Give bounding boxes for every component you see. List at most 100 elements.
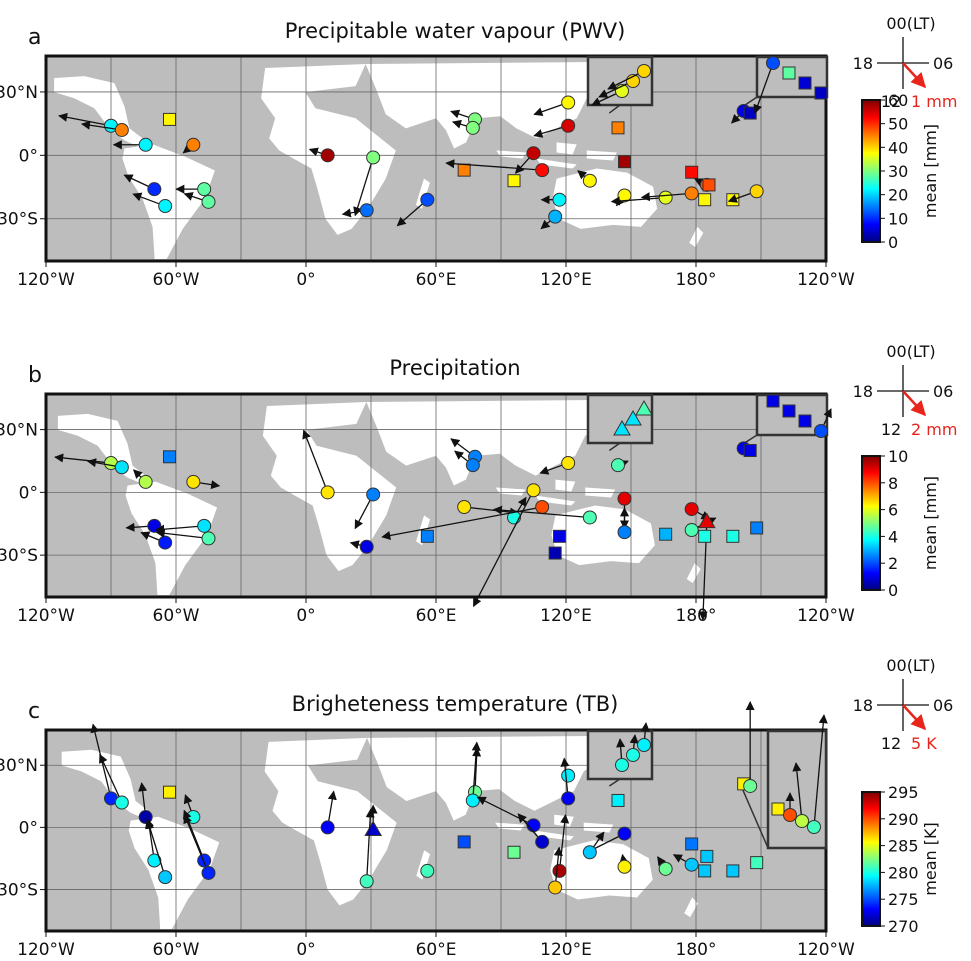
station-circle — [465, 458, 480, 473]
vector-arrow — [472, 747, 482, 793]
colorbar — [861, 455, 881, 591]
x-tick-label: 120°W — [17, 606, 75, 626]
station-square — [553, 529, 566, 543]
vector-arrow — [492, 505, 590, 519]
panel-c: 120°W 60°W 0° 60°E 120°E 180° 120°W 30°N 0° 30°S c… — [0, 656, 953, 960]
station-circle — [186, 137, 201, 152]
station-circle — [535, 834, 550, 849]
station-square — [548, 546, 562, 560]
legend-top-label: 00(LT) — [886, 342, 935, 361]
station-square — [420, 529, 434, 543]
inset-station-square — [782, 66, 796, 80]
y-tick-label: 0° — [19, 483, 38, 503]
inset-station-square — [798, 414, 812, 428]
colorbar-label: mean [mm] — [921, 124, 940, 218]
legend-scale-arrow — [902, 62, 927, 89]
inset-connector — [608, 442, 621, 452]
station-circle — [114, 795, 129, 810]
station-circle — [359, 203, 374, 218]
station-circle — [561, 791, 576, 806]
colorbar-tick-label: 295 — [888, 783, 919, 802]
station-square — [507, 845, 521, 859]
station-circle — [114, 460, 129, 475]
vector-arrow — [99, 753, 123, 803]
station-circle — [526, 818, 541, 833]
inset-station-triangle — [635, 399, 653, 416]
inset-station-circle — [637, 64, 651, 78]
y-tick-label: 0° — [19, 818, 38, 838]
station-circle — [197, 182, 212, 197]
colorbar-tick-label: 0 — [888, 581, 898, 600]
colorbar-label: mean [mm] — [921, 476, 940, 570]
station-circle — [561, 95, 576, 110]
station-circle — [658, 861, 673, 876]
station-circle — [420, 192, 435, 207]
station-circle — [582, 173, 597, 188]
vector-arrow — [381, 506, 543, 540]
panel-title: Precipitable water vapour (PWV) — [285, 19, 626, 43]
legend-right-label: 06 — [933, 696, 953, 715]
station-square — [743, 444, 757, 458]
station-square — [726, 529, 740, 543]
colorbar-tick-label: 4 — [888, 527, 898, 546]
y-tick-label: 0° — [19, 146, 38, 166]
vector-arrow — [610, 196, 666, 206]
legend-bottom-label: 12 — [881, 92, 901, 111]
station-square — [618, 155, 631, 169]
colorbar-tick-label: 290 — [888, 810, 919, 829]
station-circle — [535, 500, 550, 515]
station-circle — [617, 525, 632, 540]
x-tick-label: 180° — [676, 606, 717, 626]
station-circle — [582, 510, 597, 525]
colorbar-tick-label: 275 — [888, 890, 919, 909]
colorbar-tick-label: 0 — [888, 233, 898, 252]
station-circle — [147, 182, 162, 197]
inset-station-circle — [615, 758, 629, 772]
station-circle — [743, 778, 758, 793]
inset-box-left — [586, 393, 654, 445]
station-circle — [684, 523, 699, 538]
y-tick-label: 30°N — [0, 83, 38, 103]
y-tick-label: 30°S — [0, 881, 38, 901]
x-tick-label: 60°W — [153, 270, 200, 290]
vector-arrow — [471, 741, 481, 801]
colorbar-tick-label: 20 — [888, 186, 908, 205]
station-circle — [465, 793, 480, 808]
legend-scale-label: 5 K — [911, 734, 937, 753]
station-circle — [420, 863, 435, 878]
station-square — [726, 864, 740, 878]
local-time-legend: 00(LT) 18 06 12 1 mm — [853, 14, 958, 111]
inset-connector — [608, 778, 621, 787]
station-triangle — [697, 512, 716, 529]
vector-arrow — [145, 818, 166, 878]
colorbar-tick-label: 6 — [888, 501, 898, 520]
legend-bottom-label: 12 — [881, 420, 901, 439]
colorbar-tick-label: 30 — [888, 162, 908, 181]
station-square — [685, 837, 699, 851]
station-circle — [114, 122, 129, 137]
legend-right-label: 06 — [933, 382, 953, 401]
station-circle — [320, 485, 335, 500]
station-circle — [582, 845, 597, 860]
vector-arrow — [183, 814, 210, 874]
panel-b: 120°W 60°W 0° 60°E 120°E 180° 120°W 30°N 0° 30°S b… — [0, 342, 957, 626]
inset-station-circle — [807, 820, 821, 834]
station-square — [698, 193, 712, 207]
x-tick-label: 120°E — [540, 940, 592, 960]
station-circle — [138, 137, 153, 152]
station-circle — [684, 502, 699, 517]
colorbar-tick-label: 40 — [888, 138, 908, 157]
station-square — [163, 785, 176, 799]
legend-left-label: 18 — [853, 696, 873, 715]
inset-station-circle — [766, 56, 780, 70]
station-circle — [138, 474, 153, 489]
inset-station-square — [771, 802, 785, 816]
vector-arrow — [302, 429, 329, 493]
legend-left-label: 18 — [853, 382, 873, 401]
station-circle — [197, 853, 212, 868]
x-tick-label: 60°W — [153, 940, 200, 960]
inset-station-triangle — [613, 419, 631, 436]
station-square — [698, 864, 712, 878]
station-circle — [186, 474, 201, 489]
